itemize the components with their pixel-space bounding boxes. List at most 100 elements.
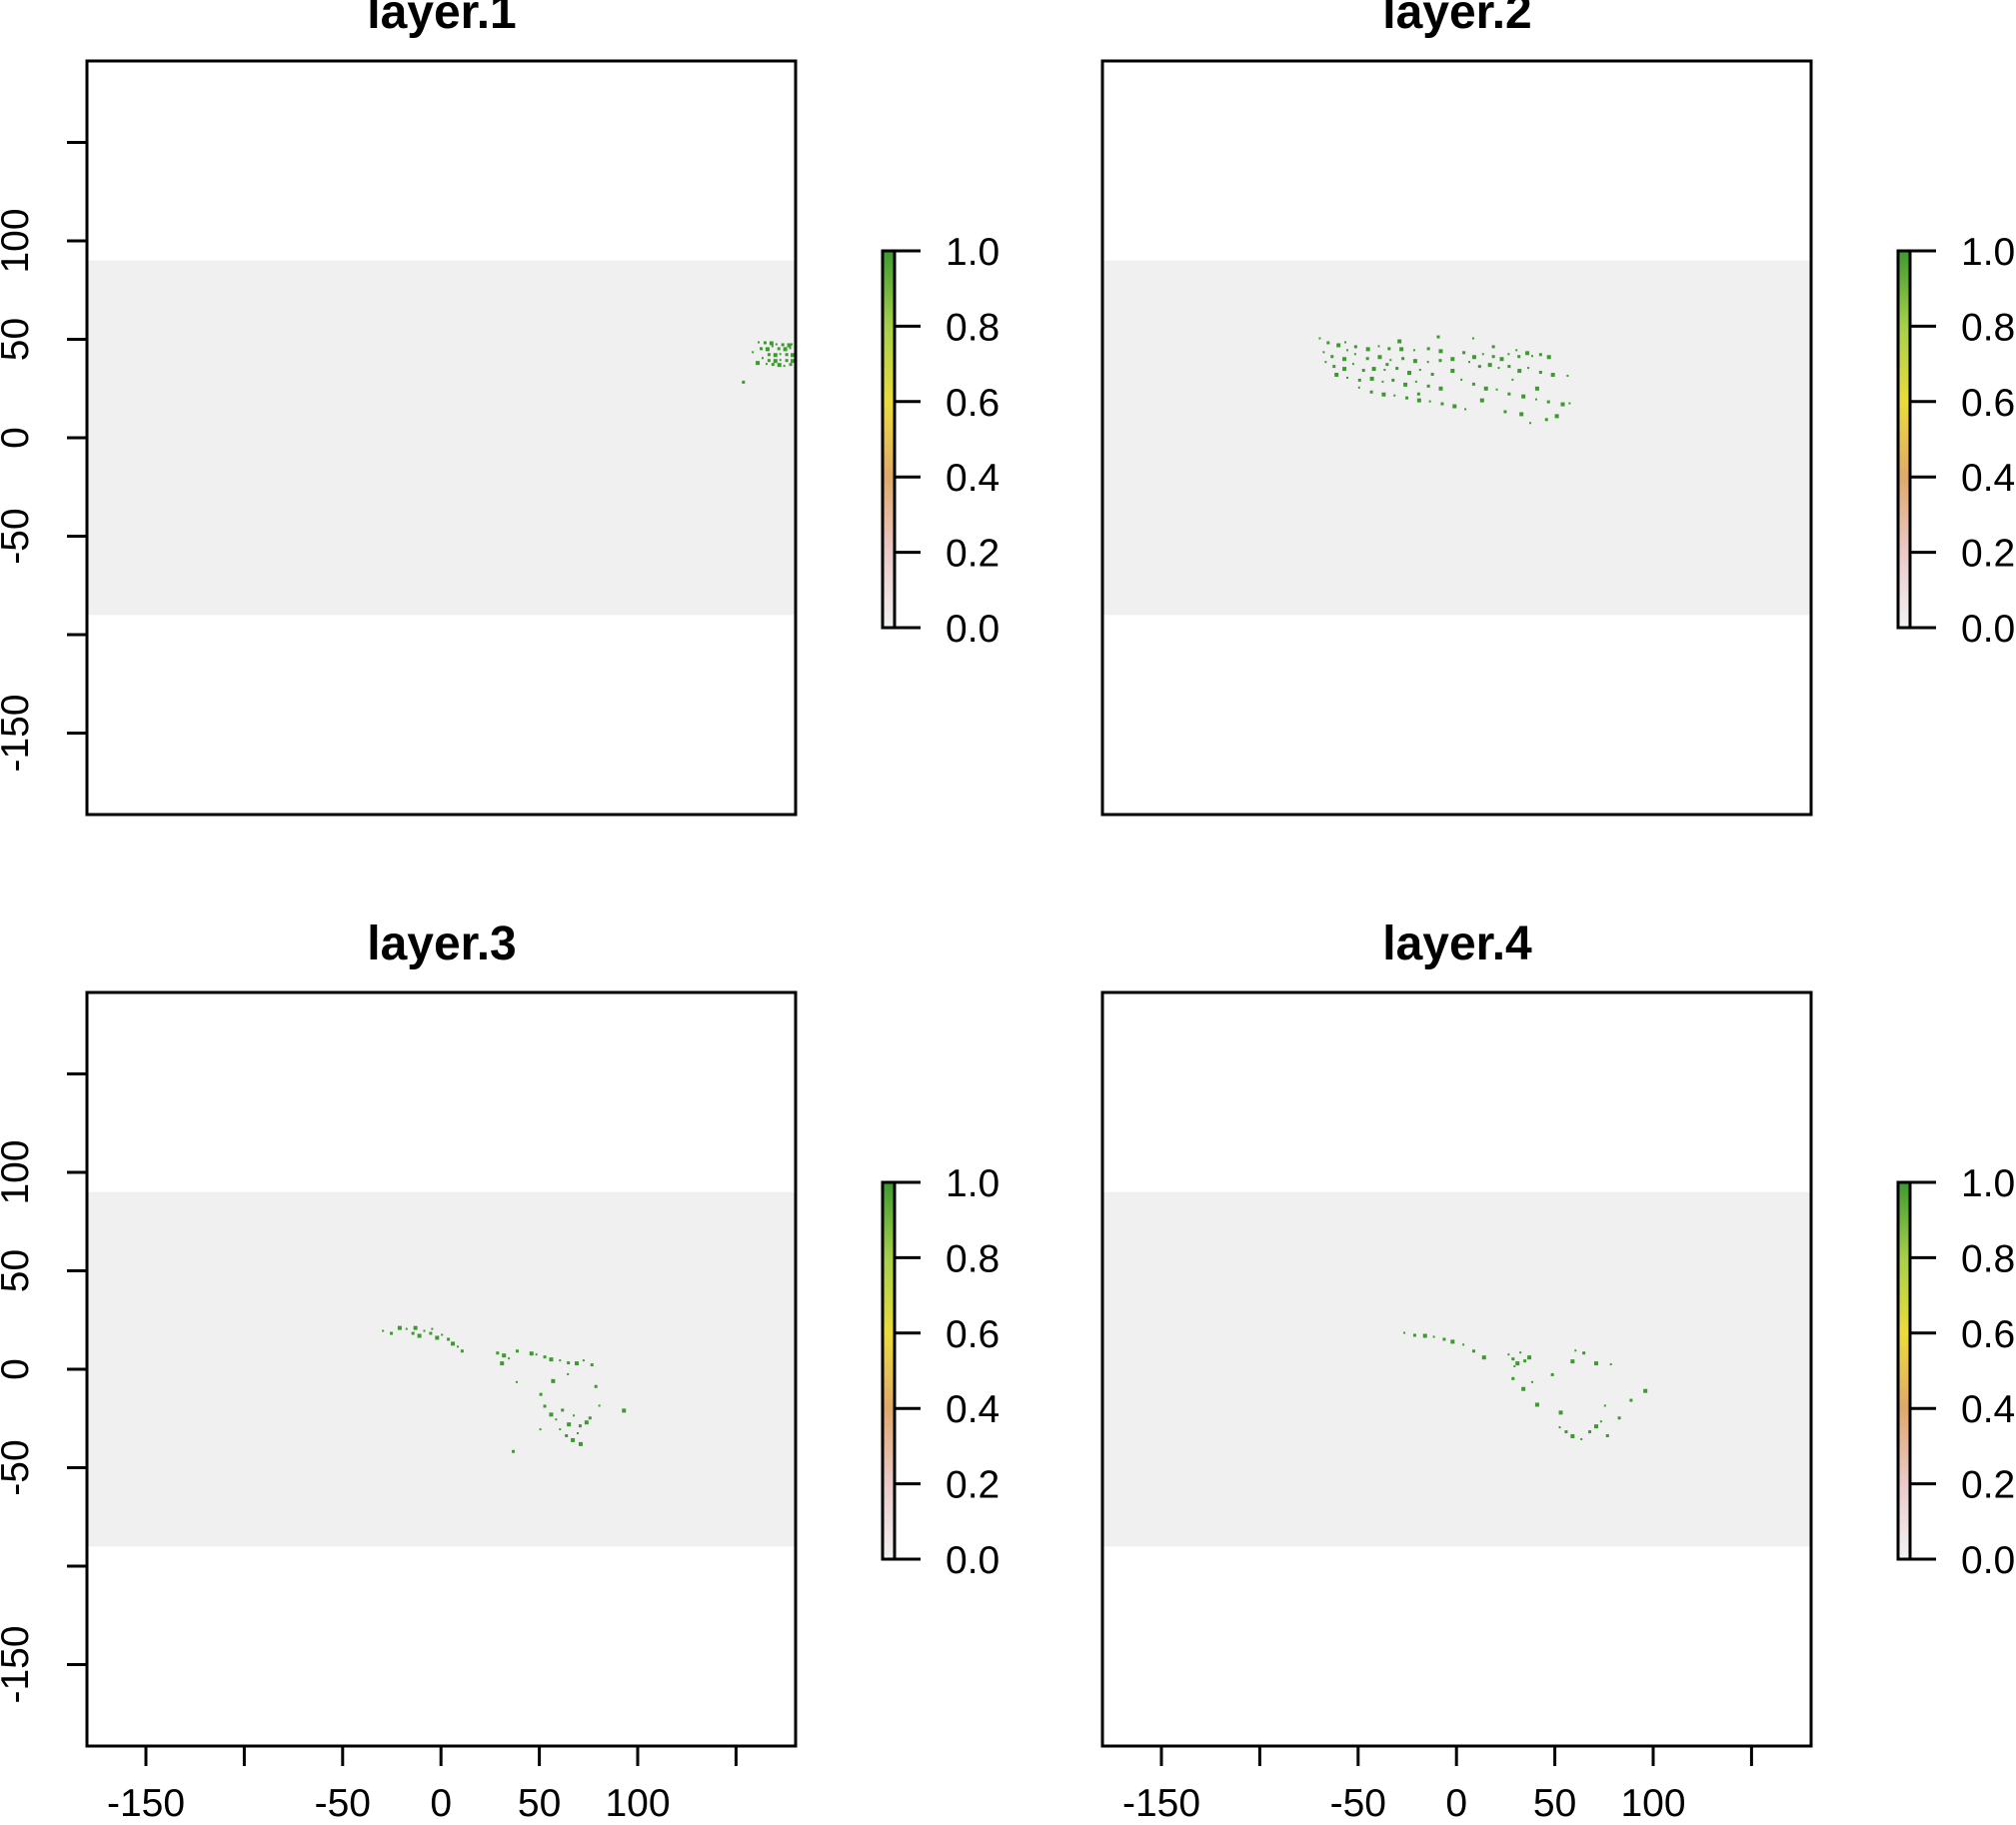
y-axis: -150 -50 0 50 100 (0, 141, 87, 773)
x-tick-label: -50 (315, 1782, 371, 1825)
presence-cell (1570, 1434, 1575, 1439)
presence-cell (1387, 347, 1391, 351)
presence-cell (1326, 341, 1330, 345)
presence-cell (1334, 372, 1339, 377)
presence-cell (512, 1449, 516, 1453)
presence-cell (1450, 369, 1455, 374)
presence-cell (1414, 380, 1417, 383)
presence-cell (1523, 1359, 1527, 1363)
presence-cell (1383, 369, 1386, 372)
presence-cell (775, 343, 778, 346)
presence-cell (1369, 376, 1374, 381)
presence-cell (1570, 1359, 1575, 1364)
y-tick-label: -150 (0, 1625, 37, 1703)
colorbar-label: 0.4 (1961, 1388, 2015, 1431)
presence-cell (431, 1327, 434, 1330)
x-tick-label: -150 (107, 1782, 185, 1825)
presence-cell (758, 341, 761, 344)
presence-cell (543, 1355, 547, 1359)
presence-cell (1365, 347, 1370, 352)
x-tick-label: 100 (605, 1782, 670, 1825)
presence-cell (1574, 1349, 1577, 1352)
presence-cell (789, 363, 793, 367)
presence-cell (571, 1437, 576, 1442)
presence-cell (456, 1345, 459, 1348)
raster-cells (1103, 260, 1810, 616)
presence-cell (515, 1380, 518, 1383)
presence-cell (1464, 408, 1467, 411)
presence-cell (1416, 398, 1421, 403)
presence-cell (1481, 353, 1484, 356)
presence-cell (1519, 412, 1524, 417)
y-tick-label: -50 (0, 1439, 37, 1495)
presence-cell (1412, 1333, 1416, 1337)
presence-cell (1544, 418, 1548, 422)
colorbar-label: 0.6 (1961, 382, 2015, 425)
presence-cell (447, 1337, 451, 1341)
presence-cell (1471, 355, 1476, 360)
presence-cell (515, 1349, 519, 1353)
presence-cell (1538, 353, 1542, 357)
presence-cell (590, 1363, 594, 1367)
panel-layer-3: layer.3 -150 -50 0 50 100 -150 -50 0 50 100 1.0 0… (0, 917, 1000, 1825)
raster-cells (1103, 1191, 1810, 1547)
presence-cell (771, 345, 774, 348)
presence-cell (787, 343, 792, 348)
presence-cell (785, 359, 789, 363)
presence-cell (1643, 1388, 1648, 1393)
colorbar-label: 0.4 (946, 457, 1000, 500)
presence-cell (756, 361, 761, 366)
presence-cell (1588, 1430, 1592, 1434)
presence-cell (429, 1331, 433, 1335)
presence-cell (1507, 1353, 1510, 1356)
presence-cell (783, 347, 788, 352)
colorbar-label: 0.8 (1961, 306, 2015, 349)
presence-cell (1344, 341, 1347, 344)
presence-cell (1511, 1357, 1515, 1361)
presence-cell (1499, 357, 1504, 362)
colorbar-gradient (883, 251, 895, 628)
presence-cell (1527, 1355, 1532, 1360)
presence-cell (535, 1353, 538, 1356)
presence-cell (1483, 386, 1488, 391)
presence-cell (1399, 347, 1404, 352)
presence-cell (582, 1359, 585, 1362)
presence-cell (1405, 396, 1409, 400)
presence-cell (496, 1351, 500, 1355)
presence-cell (1418, 369, 1421, 372)
x-axis: -150 -50 0 50 100 (107, 1746, 738, 1825)
presence-cell (1546, 400, 1550, 404)
presence-cell (539, 1428, 542, 1431)
presence-cell (1507, 365, 1511, 369)
presence-cell (551, 1378, 556, 1383)
presence-cell (1438, 349, 1443, 354)
raster-extent (88, 1191, 795, 1547)
x-tick-label: 0 (1445, 1782, 1467, 1825)
presence-cell (502, 1353, 507, 1358)
presence-cell (763, 341, 767, 345)
presence-cell (1534, 1402, 1539, 1407)
presence-cell (1495, 388, 1498, 391)
presence-cell (405, 1327, 408, 1330)
presence-cell (1438, 386, 1443, 391)
presence-cell (761, 357, 764, 360)
presence-cell (1560, 402, 1565, 407)
panel-layer-4: layer.4 -150 -50 0 50 100 1.0 0.8 0.6 0.4 0.2 0.0 (1100, 917, 2015, 1825)
colorbar-frame (1896, 1180, 1912, 1561)
presence-cell (1538, 371, 1542, 375)
presence-cell (1426, 384, 1430, 388)
presence-cell (1412, 359, 1417, 364)
presence-cell (1438, 359, 1442, 363)
colorbar-label: 0.0 (1961, 608, 2015, 651)
colorbar-label: 0.0 (946, 608, 1000, 651)
presence-cell (423, 1329, 426, 1332)
presence-cell (773, 359, 778, 364)
colorbar-gradient (1898, 1182, 1910, 1559)
colorbar-label: 0.2 (1961, 1464, 2015, 1507)
presence-cell (1558, 1426, 1561, 1429)
raster-extent (88, 260, 795, 616)
presence-cell (559, 1359, 562, 1362)
presence-cell (1336, 343, 1341, 348)
presence-cell (1491, 355, 1495, 359)
presence-cell (1442, 1337, 1446, 1341)
